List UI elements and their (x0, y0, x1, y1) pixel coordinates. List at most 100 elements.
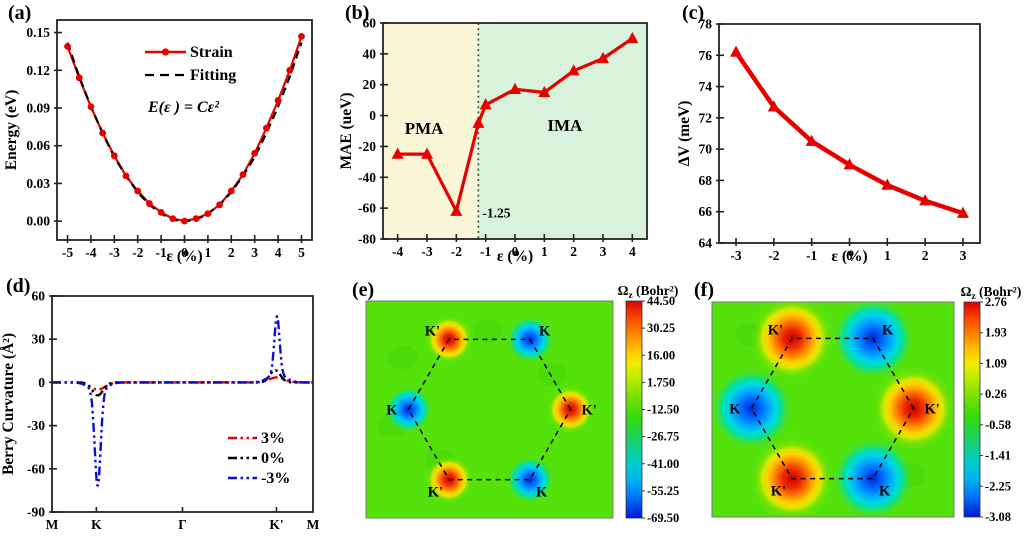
svg-text:40: 40 (363, 46, 377, 61)
svg-text:68: 68 (699, 173, 713, 188)
svg-text:-1.41: -1.41 (985, 449, 1011, 463)
panel-label-a: (a) (8, 2, 32, 24)
spot-K'-positive (750, 436, 834, 517)
panel-e: (e) K' K K K' K' K 44.50 30.25 16.00 1.750 -12.50 -… (340, 265, 680, 536)
svg-text:Energy (eV): Energy (eV) (3, 90, 20, 171)
panel-c: (c) -3 -2 -1 0 1 2 3 64 66 68 70 72 74 76 78 ε (%) ΔV (m… (676, 0, 1024, 265)
svg-text:3: 3 (600, 244, 607, 259)
svg-text:2: 2 (570, 244, 577, 259)
svg-text:MAE (ueV): MAE (ueV) (338, 92, 355, 169)
spot-K'-positive (750, 302, 834, 381)
plot-frame (718, 23, 981, 244)
chart-energy-vs-strain: -5 -4 -3 -2 -1 0 1 2 3 4 5 0.00 0.03 0.06 0.09 0.12 0.15… (3, 19, 313, 265)
contour-berry-curvature-map-1: K' K K K' K' K 44.50 30.25 16.00 1.750 -12.50 -26.7… (365, 283, 679, 525)
svg-text:72: 72 (699, 110, 713, 125)
svg-text:44.50: 44.50 (647, 294, 675, 308)
svg-text:M: M (46, 517, 59, 532)
svg-text:K': K' (428, 485, 443, 501)
series-0% (51, 369, 314, 397)
svg-text:3: 3 (960, 248, 967, 263)
svg-text:0.06: 0.06 (26, 138, 50, 153)
panel-label-c: (c) (682, 2, 705, 24)
svg-text:30: 30 (32, 332, 46, 347)
svg-text:K: K (882, 322, 894, 338)
brillouin-hexagon (750, 337, 915, 480)
svg-text:-55.25: -55.25 (647, 484, 679, 498)
svg-text:-41.00: -41.00 (647, 457, 679, 471)
svg-text:0: 0 (369, 108, 376, 123)
svg-text:-26.75: -26.75 (647, 430, 679, 444)
svg-text:Berry Curvature (Å²): Berry Curvature (Å²) (0, 333, 17, 475)
spot-K-negative (831, 302, 915, 381)
svg-text:K: K (91, 517, 102, 532)
spot-K-negative (712, 366, 794, 451)
svg-text:2: 2 (228, 245, 235, 260)
svg-text:70: 70 (699, 142, 713, 157)
colorbar (625, 300, 643, 519)
svg-text:-80: -80 (358, 232, 376, 247)
svg-text:-60: -60 (358, 201, 376, 216)
svg-text:-2: -2 (768, 248, 779, 263)
svg-text:ΔV (meV): ΔV (meV) (676, 101, 693, 167)
svg-text:-0.58: -0.58 (985, 418, 1011, 432)
panel-label-f: (f) (694, 279, 714, 301)
svg-text:0: 0 (181, 245, 188, 260)
svg-text:76: 76 (699, 48, 713, 63)
svg-text:0.09: 0.09 (26, 101, 50, 116)
svg-text:-3.08: -3.08 (985, 510, 1011, 524)
svg-text:3%: 3% (261, 430, 285, 447)
colorbar-title: Ωz (Bohr²) (961, 284, 1022, 302)
svg-text:64: 64 (699, 236, 713, 251)
svg-text:0: 0 (846, 248, 853, 263)
panel-a: (a) -5 -4 -3 -2 -1 0 1 2 3 4 5 0.00 0.03 0.06 0.09 0.12… (0, 0, 340, 265)
svg-text:3: 3 (251, 245, 258, 260)
svg-text:2.76: 2.76 (985, 295, 1007, 309)
svg-text:-5: -5 (62, 245, 73, 260)
svg-text:K: K (386, 403, 398, 419)
svg-text:0.26: 0.26 (985, 387, 1007, 401)
svg-text:-1.25: -1.25 (482, 205, 510, 220)
colorbar (963, 301, 981, 518)
svg-text:K: K (539, 323, 551, 339)
region-PMA (383, 23, 479, 239)
svg-text:-40: -40 (358, 170, 376, 185)
svg-text:-1: -1 (806, 248, 817, 263)
brillouin-hexagon (407, 338, 572, 481)
svg-text:ε (%): ε (%) (166, 248, 202, 265)
svg-text:-12.50: -12.50 (647, 403, 679, 417)
svg-text:-1: -1 (155, 245, 166, 260)
svg-text:K: K (536, 485, 548, 501)
svg-text:0%: 0% (261, 450, 285, 467)
svg-text:66: 66 (699, 204, 713, 219)
svg-text:0.00: 0.00 (26, 214, 50, 229)
svg-text:-1: -1 (480, 244, 491, 259)
svg-text:PMA: PMA (405, 119, 444, 138)
svg-text:Fitting: Fitting (190, 67, 236, 84)
colorbar-title: Ωz (Bohr²) (618, 283, 679, 301)
svg-text:-69.50: -69.50 (647, 511, 679, 525)
svg-text:Γ: Γ (178, 517, 187, 532)
svg-text:K': K' (925, 402, 940, 418)
svg-text:-60: -60 (27, 461, 45, 476)
svg-text:1.93: 1.93 (985, 326, 1007, 340)
svg-text:5: 5 (298, 245, 305, 260)
svg-text:-20: -20 (358, 139, 376, 154)
svg-text:2: 2 (922, 248, 929, 263)
svg-text:Strain: Strain (190, 44, 233, 61)
svg-text:K': K' (269, 517, 283, 532)
svg-text:-2: -2 (132, 245, 143, 260)
svg-text:-3: -3 (109, 245, 120, 260)
svg-text:0: 0 (512, 244, 519, 259)
svg-text:4: 4 (275, 245, 282, 260)
svg-text:78: 78 (699, 17, 713, 32)
svg-text:M: M (307, 517, 320, 532)
panel-d: (d) M K Γ K' M -90 -60 -30 0 30 60 Berry Curvature … (0, 265, 340, 536)
series-DeltaV (734, 50, 964, 216)
svg-text:ε (%): ε (%) (497, 248, 533, 265)
svg-text:-90: -90 (27, 505, 45, 520)
svg-text:K': K' (768, 322, 783, 338)
spot-K-negative (384, 385, 433, 434)
chart-deltav-vs-strain: -3 -2 -1 0 1 2 3 64 66 68 70 72 74 76 78 ε (%) ΔV (meV) (676, 17, 981, 265)
